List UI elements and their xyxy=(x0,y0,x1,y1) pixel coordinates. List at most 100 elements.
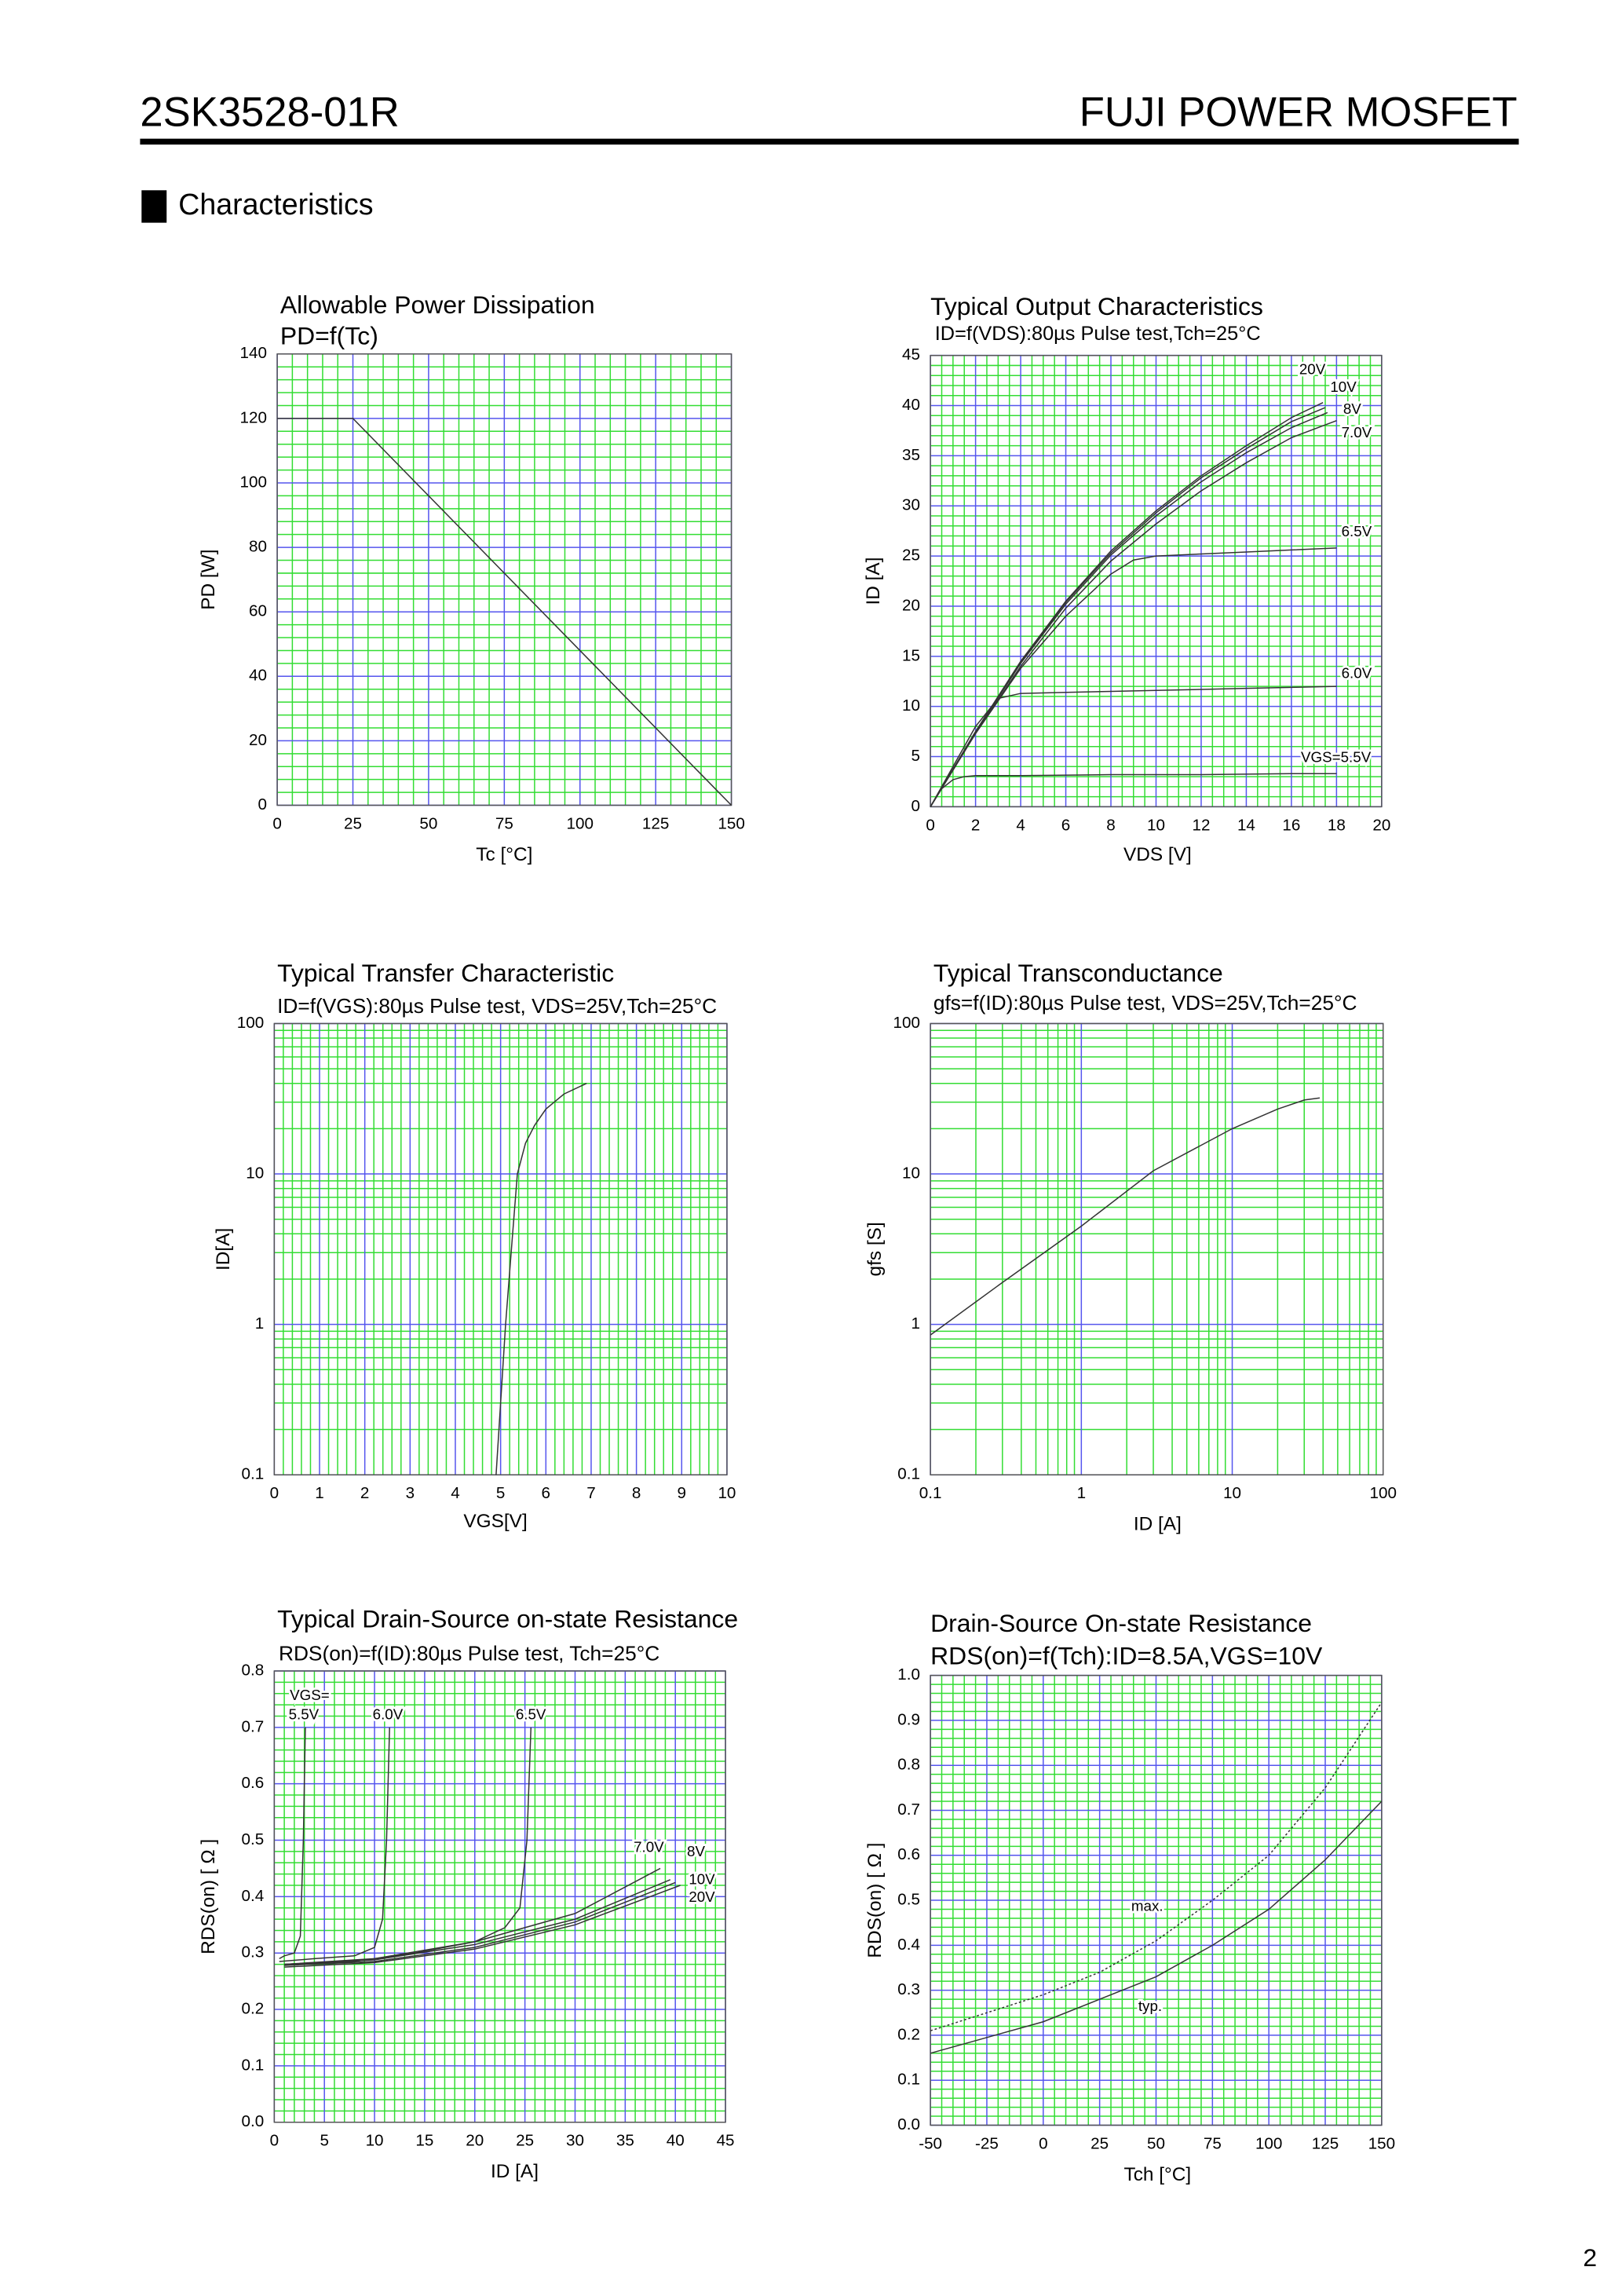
y-tick-label: 140 xyxy=(239,344,266,362)
annotation: VGS= xyxy=(290,1687,330,1703)
y-axis-label: ID [A] xyxy=(863,558,884,605)
x-tick-label: 50 xyxy=(1147,2134,1165,2152)
curve-label: 7.0V xyxy=(1342,424,1372,441)
x-tick-label: 18 xyxy=(1328,816,1346,834)
x-tick-label: 4 xyxy=(451,1484,460,1502)
y-axis-label: ID[A] xyxy=(213,1228,234,1270)
x-tick-label: 10 xyxy=(1147,816,1165,834)
y-tick-label: 20 xyxy=(249,731,267,749)
y-tick-label: 1 xyxy=(911,1314,920,1333)
x-tick-label: 4 xyxy=(1016,816,1025,834)
y-tick-label: 0.0 xyxy=(241,2112,264,2130)
y-tick-label: 15 xyxy=(902,646,920,664)
x-tick-label: 45 xyxy=(717,2132,735,2150)
data-line xyxy=(930,411,1328,807)
y-tick-label: 0.1 xyxy=(897,1465,920,1483)
y-tick-label: 80 xyxy=(249,538,267,556)
y-tick-label: 0.8 xyxy=(241,1661,264,1679)
y-tick-label: 100 xyxy=(239,473,266,491)
x-tick-label: 5 xyxy=(496,1484,506,1502)
brand: FUJI POWER MOSFET xyxy=(1080,89,1518,135)
x-tick-label: 75 xyxy=(495,814,513,832)
y-axis-label: PD [W] xyxy=(198,550,219,610)
section-marker xyxy=(141,190,167,223)
y-tick-label: 0.6 xyxy=(897,1845,920,1863)
y-tick-label: 10 xyxy=(902,1164,920,1183)
x-tick-label: 35 xyxy=(616,2132,634,2150)
x-tick-label: 0 xyxy=(1039,2134,1047,2152)
data-line xyxy=(495,1083,587,1475)
y-axis-label: RDS(on) [ Ω ] xyxy=(198,1839,219,1954)
chart-subtitle: PD=f(Tc) xyxy=(280,322,378,350)
y-tick-label: 0.9 xyxy=(897,1710,920,1728)
y-tick-label: 0.0 xyxy=(897,2115,920,2133)
x-tick-label: 125 xyxy=(1312,2134,1339,2152)
y-tick-label: 0.7 xyxy=(241,1717,264,1735)
y-tick-label: 100 xyxy=(893,1014,920,1032)
page-number: 2 xyxy=(1583,2243,1597,2272)
data-line xyxy=(284,1881,676,1966)
y-tick-label: 5 xyxy=(911,747,920,765)
x-axis-label: Tc [°C] xyxy=(476,844,532,865)
curve-label: max. xyxy=(1131,1897,1164,1914)
x-tick-label: 50 xyxy=(419,814,437,832)
data-line xyxy=(284,1727,532,1965)
x-tick-label: 100 xyxy=(1370,1484,1397,1502)
y-tick-label: 20 xyxy=(902,596,920,614)
x-tick-label: 1 xyxy=(1077,1484,1086,1502)
chart-title: Typical Transconductance xyxy=(933,959,1223,987)
x-tick-label: 125 xyxy=(642,814,669,832)
y-tick-label: 0.4 xyxy=(241,1887,264,1905)
chart-title: Typical Drain-Source on-state Resistance xyxy=(277,1605,738,1633)
x-tick-label: -25 xyxy=(975,2134,999,2152)
plot-frame xyxy=(930,1674,1383,2126)
x-tick-label: 25 xyxy=(344,814,362,832)
x-tick-label: 16 xyxy=(1282,816,1300,834)
chart-subtitle: ID=f(VDS):80µs Pulse test,Tch=25°C xyxy=(935,323,1261,345)
y-tick-label: 0.3 xyxy=(897,1980,920,1998)
plot-frame xyxy=(930,1022,1384,1475)
plot-frame xyxy=(273,1022,728,1475)
chart-title: Drain-Source On-state Resistance xyxy=(930,1609,1312,1637)
x-tick-label: 0 xyxy=(270,1484,279,1502)
y-tick-label: 0.5 xyxy=(241,1830,264,1848)
chart-subtitle: gfs=f(ID):80µs Pulse test, VDS=25V,Tch=2… xyxy=(933,991,1357,1015)
y-tick-label: 30 xyxy=(902,496,920,514)
curve-label: 8V xyxy=(1343,400,1361,417)
x-tick-label: 40 xyxy=(667,2132,685,2150)
x-tick-label: 12 xyxy=(1192,816,1210,834)
curve-label: 10V xyxy=(689,1871,715,1888)
data-line xyxy=(277,418,732,806)
curve-label: 10V xyxy=(1330,378,1357,395)
data-line xyxy=(930,1801,1383,2054)
curve-label: 8V xyxy=(687,1843,705,1859)
y-tick-label: 1.0 xyxy=(897,1665,920,1684)
data-line xyxy=(930,686,1337,807)
chart-title: Allowable Power Dissipation xyxy=(280,291,595,319)
y-tick-label: 0.2 xyxy=(897,2025,920,2043)
plot-frame xyxy=(276,353,732,806)
x-tick-label: 75 xyxy=(1204,2134,1222,2152)
y-tick-label: 0.6 xyxy=(241,1774,264,1792)
x-tick-label: 1 xyxy=(315,1484,324,1502)
x-tick-label: 9 xyxy=(678,1484,687,1502)
y-tick-label: 40 xyxy=(902,396,920,414)
curve-label: 20V xyxy=(689,1888,715,1905)
x-tick-label: 20 xyxy=(1372,816,1390,834)
chart-subtitle: RDS(on)=f(Tch):ID=8.5A,VGS=10V xyxy=(930,1642,1323,1670)
y-tick-label: 120 xyxy=(239,408,266,426)
data-line xyxy=(284,1867,661,1965)
chart-title: Typical Transfer Characteristic xyxy=(277,959,614,987)
x-tick-label: -50 xyxy=(919,2134,942,2152)
curve-label: 20V xyxy=(1299,360,1326,377)
x-tick-label: 8 xyxy=(632,1484,641,1502)
part-number: 2SK3528-01R xyxy=(140,89,399,135)
x-tick-label: 150 xyxy=(1368,2134,1395,2152)
plot-frame xyxy=(273,1670,726,2123)
x-tick-label: 100 xyxy=(1255,2134,1282,2152)
x-axis-label: VGS[V] xyxy=(463,1511,527,1532)
x-tick-label: 10 xyxy=(1223,1484,1241,1502)
data-line xyxy=(284,1885,681,1968)
y-tick-label: 45 xyxy=(902,345,920,364)
